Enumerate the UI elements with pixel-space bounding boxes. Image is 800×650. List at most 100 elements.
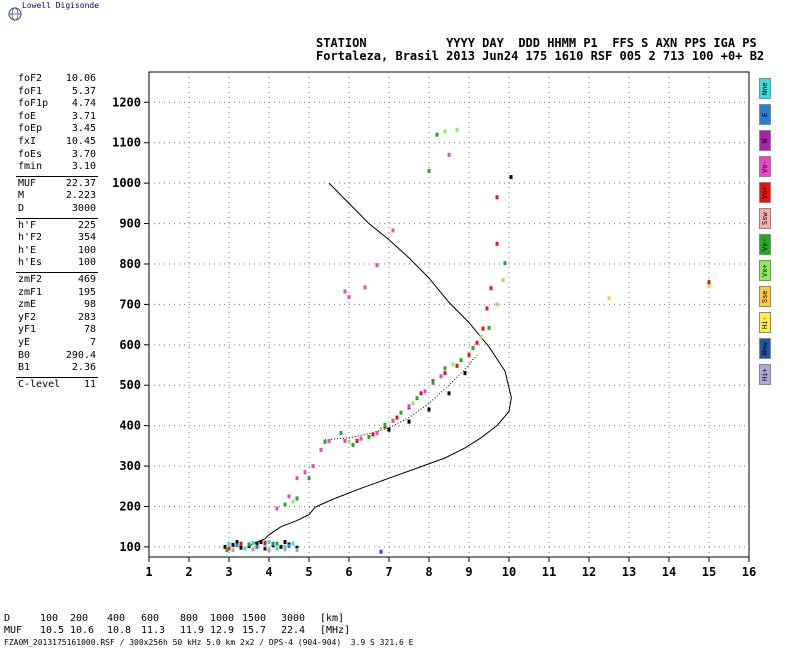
echo-point [283,547,287,552]
echo-point [455,363,459,368]
param-divider [16,376,98,378]
echo-point [427,407,431,412]
echo-point [485,306,489,311]
param-value: 98 [83,299,96,311]
s-value: 2 [648,49,656,63]
echo-point [447,391,451,396]
legend-button-e[interactable]: E [759,104,771,125]
echo-point [387,427,391,432]
legend-button-vxplus[interactable]: Vx+ [759,260,771,281]
echo-point [291,499,295,504]
echo-point [251,540,255,545]
echo-point [295,476,299,481]
param-name: foF1 [18,85,43,97]
echo-point [223,544,227,549]
param-value: 2.36 [71,362,96,374]
param-row-ye: yE 7 [18,337,96,349]
echo-point [467,352,471,357]
echo-point [231,548,235,553]
y-tick-label: 900 [119,217,141,231]
param-row-he: h'E 100 [18,245,96,257]
legend-button-sse[interactable]: Sse [759,286,771,307]
pps-value: 100 [691,49,714,63]
param-value: 100 [77,257,96,269]
y-tick-label: 400 [119,419,141,433]
param-name: h'Es [18,257,43,269]
table-cell: 1500 [242,613,267,624]
param-name: yE [18,337,31,348]
echo-point [443,371,447,376]
param-divider [16,175,98,177]
table-cell: 1000 [210,613,235,624]
echo-point [379,426,383,431]
x-tick-label: 15 [702,565,716,579]
table-cell: 600 [141,613,160,624]
table-cell: 22.4 [281,625,306,636]
echo-point [391,228,395,233]
legend-button-nnw[interactable]: Nnw [759,338,771,359]
echo-point [435,132,439,137]
x-tick-label: 9 [465,565,472,579]
param-row-yf1: yF1 78 [18,324,96,336]
param-value: 290.4 [65,349,96,361]
echo-point [239,541,243,546]
echo-point [287,494,291,499]
echo-point [495,302,499,307]
echo-point [275,506,279,511]
legend-button-himinus[interactable]: Hi- [759,312,771,333]
row-label: MUF [4,625,23,636]
param-name: foF1p [18,98,49,110]
x-tick-label: 3 [225,565,232,579]
param-row-clevel: C-level 11 [18,379,96,391]
legend-button-vxminus[interactable]: Vx- [759,234,771,255]
y-tick-label: 700 [119,297,141,311]
echo-point [287,544,291,549]
echo-point [489,286,493,291]
echo-point [275,541,279,546]
param-name: B0 [18,349,31,361]
param-row-zme: zmE 98 [18,299,96,311]
echo-point [475,340,479,345]
param-value: 469 [77,274,96,285]
legend-button-hiplus[interactable]: Hi+ [759,364,771,385]
echo-point [363,285,367,290]
echo-point [495,195,499,200]
table-cell: 400 [107,613,126,624]
param-name: yF2 [18,311,37,323]
table-cell: 10.6 [70,625,95,636]
echo-point [267,540,271,545]
echo-point [463,371,467,376]
echo-point [347,295,351,300]
echo-point [225,548,229,553]
echo-point [459,358,463,363]
legend-button-voplus[interactable]: Vo+ [759,182,771,203]
table-cell: 10.8 [107,625,132,636]
echo-point [295,496,299,501]
legend-button-nne[interactable]: Nne [759,78,771,99]
param-value: 100 [77,244,96,256]
echo-point [259,540,263,545]
echo-point [283,544,287,549]
param-name: zmE [18,299,37,311]
echo-point [255,544,259,549]
echo-point [487,325,491,330]
echo-point [707,280,711,285]
echo-point [415,396,419,401]
echo-point [319,447,323,452]
ps-value: B2 [749,49,765,63]
echo-point [279,544,283,549]
y-tick-label: 300 [119,459,141,473]
echo-point [379,549,383,554]
echo-point [267,548,271,553]
legend-button-ssw[interactable]: Ssw [759,208,771,229]
legend-button-w[interactable]: W [759,130,771,151]
col-station: STATION [316,36,367,50]
param-name: D [18,203,25,214]
table-cell: 15.7 [242,625,267,636]
echo-point [283,540,287,545]
logo-text: Lowell Digisonde [22,1,100,10]
time-value: 1610 [554,49,584,63]
echo-point [471,346,475,351]
legend-button-vominus[interactable]: Vo- [759,156,771,177]
echo-point [371,432,375,437]
